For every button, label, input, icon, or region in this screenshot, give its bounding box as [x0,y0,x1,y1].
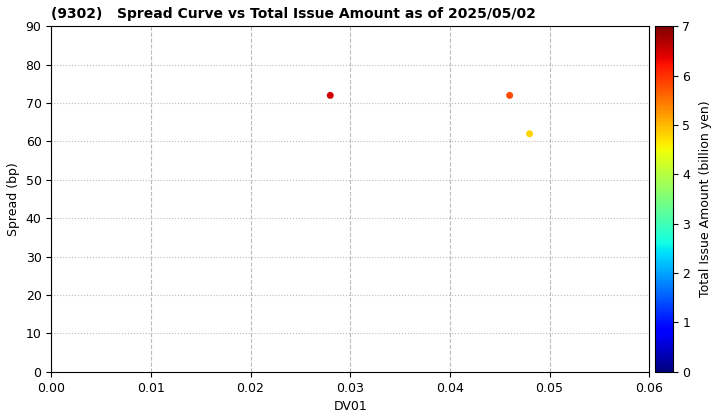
Y-axis label: Total Issue Amount (billion yen): Total Issue Amount (billion yen) [699,101,712,297]
Y-axis label: Spread (bp): Spread (bp) [7,162,20,236]
Text: (9302)   Spread Curve vs Total Issue Amount as of 2025/05/02: (9302) Spread Curve vs Total Issue Amoun… [51,7,536,21]
Point [325,92,336,99]
Point [524,130,536,137]
Point [504,92,516,99]
X-axis label: DV01: DV01 [333,400,367,413]
